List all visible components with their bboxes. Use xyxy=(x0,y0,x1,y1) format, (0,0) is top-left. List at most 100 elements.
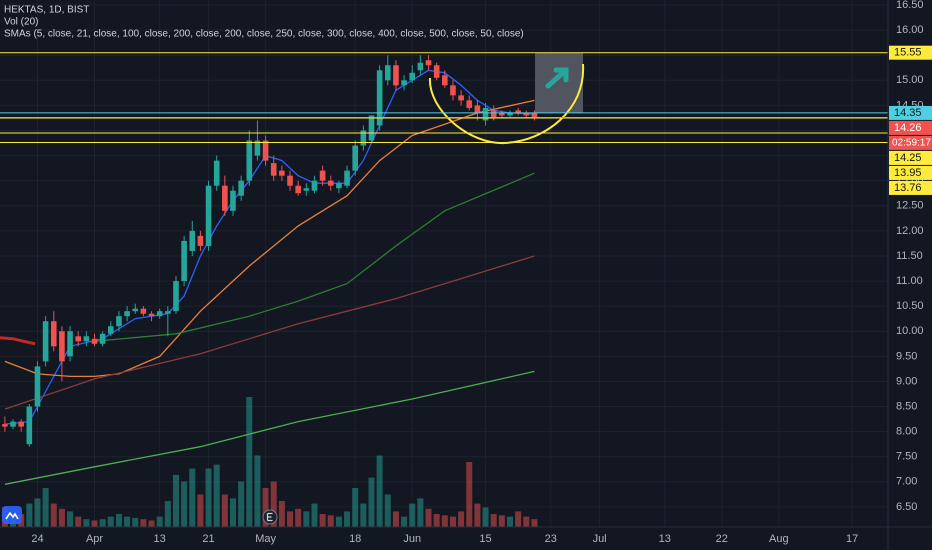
x-tick-label: 13 xyxy=(659,533,671,545)
candle-body xyxy=(287,175,293,186)
volume-bar xyxy=(449,516,456,527)
volume-bar xyxy=(392,511,399,527)
volume-bar xyxy=(34,498,41,527)
candle-body xyxy=(393,65,399,86)
volume-bar xyxy=(58,508,65,527)
volume-bar xyxy=(384,494,391,527)
candle-body xyxy=(26,406,33,445)
candles xyxy=(2,55,538,447)
volume-bar xyxy=(91,520,98,527)
y-tick-label: 9.50 xyxy=(896,350,917,362)
x-tick-label: 22 xyxy=(716,533,728,545)
countdown-label: 02:59:17 xyxy=(892,138,931,149)
volume-label: Vol (20) xyxy=(4,17,38,28)
x-tick-label: 13 xyxy=(154,533,166,545)
volume-bar xyxy=(515,511,522,527)
volume-bar xyxy=(83,519,90,527)
y-tick-label: 15.00 xyxy=(896,74,924,86)
price-label: 14.26 xyxy=(894,122,922,134)
candle-body xyxy=(156,311,163,317)
candle-body xyxy=(124,311,130,317)
candle-body xyxy=(205,185,212,246)
candle-body xyxy=(213,160,220,186)
candle-body xyxy=(295,185,301,194)
candle-body xyxy=(384,65,391,81)
volume-bar xyxy=(311,503,318,527)
volume-bar xyxy=(254,455,261,527)
volume-bar xyxy=(221,494,228,527)
candle-body xyxy=(474,105,481,113)
earnings-glyph xyxy=(266,512,273,522)
candle-body xyxy=(50,321,57,347)
levels xyxy=(0,52,888,144)
candle-body xyxy=(189,230,196,251)
volume-bar xyxy=(498,515,505,527)
y-tick-label: 10.00 xyxy=(896,325,924,337)
candle-body xyxy=(376,70,383,126)
candle-body xyxy=(515,110,521,113)
price-label-box xyxy=(889,45,932,60)
volume-bar xyxy=(107,516,114,527)
y-tick-label: 16.50 xyxy=(896,0,924,11)
candle-body xyxy=(230,190,236,211)
volume-bar xyxy=(238,481,245,527)
volume-bar xyxy=(466,462,473,527)
volume-bar xyxy=(99,519,106,527)
candle-body xyxy=(165,311,171,314)
volume-bar xyxy=(75,516,82,527)
y-tick-label: 8.50 xyxy=(896,400,917,412)
y-tick-label: 12.50 xyxy=(896,200,924,212)
x-tick-label: 24 xyxy=(31,533,43,545)
candle-body xyxy=(458,95,464,101)
volume-bar xyxy=(376,455,383,527)
volume-bar xyxy=(482,507,489,527)
volume-bar xyxy=(164,501,171,527)
volume-bar xyxy=(278,501,285,527)
candle-body xyxy=(107,326,114,334)
sma-line xyxy=(4,255,535,410)
price-label: 15.55 xyxy=(894,47,922,59)
candle-body xyxy=(59,331,65,362)
volume-bar xyxy=(205,468,212,527)
candle-body xyxy=(181,240,187,282)
volume-bar xyxy=(425,508,432,527)
candle-body xyxy=(442,75,448,86)
y-tick-label: 10.50 xyxy=(896,300,924,312)
candle-body xyxy=(148,313,155,317)
candle-body xyxy=(18,421,24,427)
volume-bar xyxy=(433,514,440,527)
volume-bar xyxy=(270,481,277,527)
candle-body xyxy=(409,72,416,81)
volume-bar xyxy=(335,516,342,527)
volume-bar xyxy=(327,515,334,527)
volume-bar xyxy=(148,520,155,527)
volume-bar xyxy=(132,517,139,527)
candle-body xyxy=(319,170,326,181)
candle-body xyxy=(482,107,489,121)
volume-bar xyxy=(246,397,253,527)
volume-bar xyxy=(417,498,424,527)
sma-line xyxy=(0,336,36,346)
candle-body xyxy=(425,60,432,66)
sma-lines xyxy=(0,69,535,485)
candle-body xyxy=(303,188,310,191)
candle-body xyxy=(417,62,424,71)
y-tick-label: 9.00 xyxy=(896,375,917,387)
x-tick-label: Jun xyxy=(403,533,421,545)
volume-bar xyxy=(344,511,351,527)
volume-bar xyxy=(401,516,408,527)
price-label-box xyxy=(889,165,932,180)
candle-body xyxy=(75,336,82,342)
volume-bar xyxy=(506,516,513,527)
candle-body xyxy=(173,281,179,312)
axes: 6.50 7.00 7.50 8.00 8.50 9.00 9.50 10.00 10.50 11… xyxy=(31,0,932,545)
sma-line xyxy=(4,370,535,485)
y-tick-label: 11.50 xyxy=(896,250,923,262)
volume-bar xyxy=(172,475,179,527)
y-tick-label: 6.50 xyxy=(896,501,917,513)
volume xyxy=(1,397,538,527)
annotation-arrow xyxy=(545,67,569,89)
volume-bar xyxy=(67,511,74,527)
candle-body xyxy=(499,112,505,116)
